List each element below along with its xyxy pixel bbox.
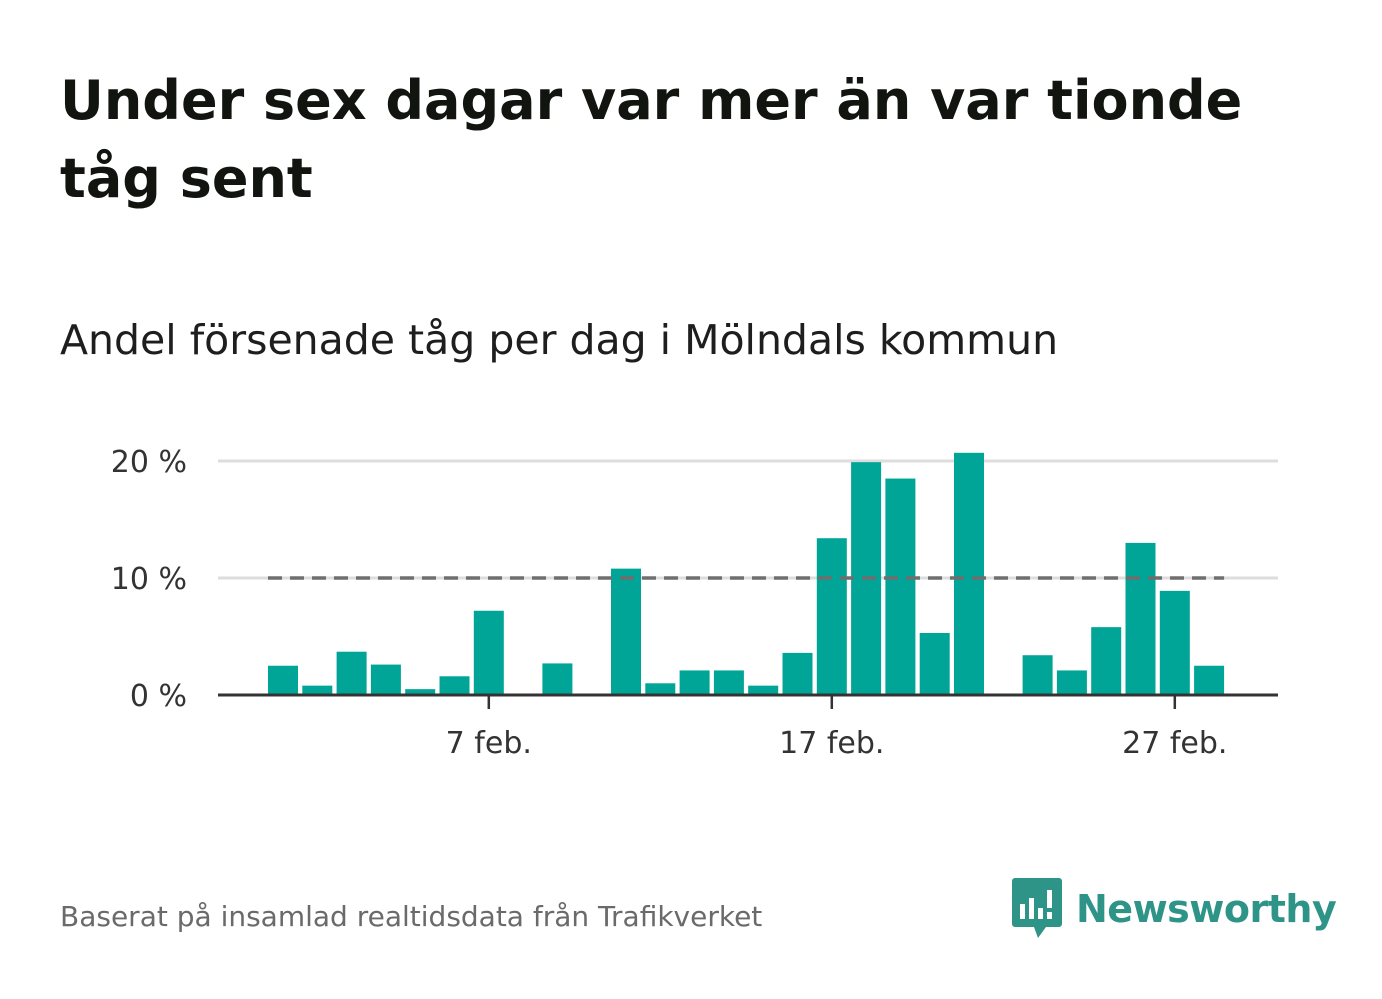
x-tick-label: 27 feb. bbox=[1122, 726, 1227, 761]
brand-logo: Newsworthy bbox=[1012, 878, 1337, 940]
bars bbox=[268, 452, 1225, 695]
bar bbox=[1091, 627, 1122, 695]
bar bbox=[954, 452, 984, 695]
bar bbox=[268, 665, 298, 695]
chart-title: Under sex dagar var mer än var tionde tå… bbox=[60, 69, 1243, 210]
bar bbox=[370, 664, 401, 695]
bar bbox=[302, 685, 333, 695]
brand-name: Newsworthy bbox=[1076, 887, 1337, 931]
bar bbox=[611, 568, 641, 695]
bar bbox=[713, 670, 744, 695]
x-tick-label: 17 feb. bbox=[779, 726, 884, 761]
bar bbox=[1159, 590, 1190, 695]
bar-chart-speech-bubble-icon bbox=[1012, 878, 1062, 938]
axes: 0 % 10 % 20 % 7 feb. 17 feb. 27 feb. bbox=[111, 445, 1278, 761]
bar bbox=[405, 689, 436, 695]
bar bbox=[1125, 542, 1156, 695]
y-tick-label: 20 % bbox=[111, 445, 187, 480]
bar bbox=[885, 478, 916, 695]
bar bbox=[1022, 655, 1053, 695]
chart-subtitle: Andel försenade tåg per dag i Mölndals k… bbox=[60, 316, 1059, 364]
bar bbox=[1194, 665, 1225, 695]
bar bbox=[473, 610, 504, 695]
bar bbox=[439, 676, 470, 695]
gridlines bbox=[218, 459, 1278, 580]
bar bbox=[816, 538, 847, 695]
y-tick-label: 10 % bbox=[111, 562, 187, 597]
bar bbox=[645, 683, 676, 695]
bar bbox=[542, 663, 573, 695]
bar bbox=[679, 670, 710, 695]
x-tick-label: 7 feb. bbox=[446, 726, 532, 761]
y-tick-label: 0 % bbox=[130, 679, 187, 714]
bar bbox=[919, 632, 950, 695]
source-note: Baserat på insamlad realtidsdata från Tr… bbox=[60, 900, 763, 933]
bar bbox=[748, 685, 779, 695]
bar bbox=[1056, 670, 1087, 695]
bar bbox=[336, 651, 367, 695]
bar bbox=[782, 652, 813, 695]
